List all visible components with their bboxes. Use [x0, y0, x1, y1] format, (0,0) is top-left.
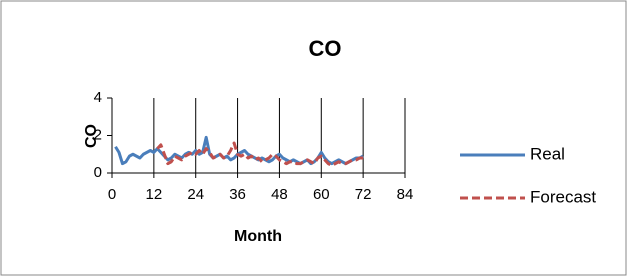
chart-title: CO	[309, 36, 342, 61]
x-tick-label: 24	[187, 186, 204, 203]
x-tick-label: 84	[397, 186, 414, 203]
x-tick-label: 48	[271, 186, 288, 203]
y-tick-label: 0	[94, 164, 102, 181]
x-tick-label: 72	[355, 186, 372, 203]
legend-label: Real	[530, 144, 565, 163]
x-tick-label: 60	[313, 186, 330, 203]
y-tick-label: 2	[94, 126, 102, 143]
chart: CO CO Month 012243648607284024RealForeca…	[0, 0, 627, 276]
legend-label: Forecast	[530, 187, 596, 206]
x-tick-label: 12	[146, 186, 163, 203]
x-tick-label: 0	[108, 186, 116, 203]
y-tick-label: 4	[94, 89, 102, 106]
x-axis-label: Month	[234, 228, 282, 245]
x-tick-label: 36	[229, 186, 246, 203]
page: CO CO Month 012243648607284024RealForeca…	[0, 0, 627, 276]
